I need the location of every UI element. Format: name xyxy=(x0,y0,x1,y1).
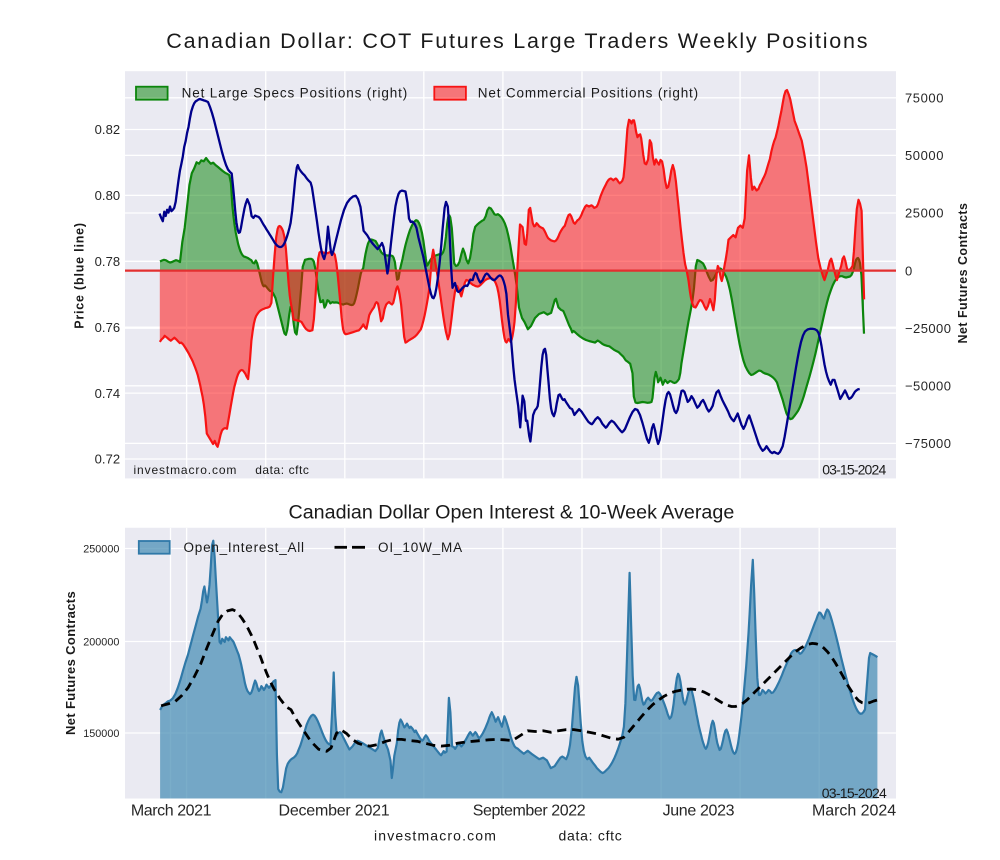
svg-text:September 2022: September 2022 xyxy=(473,803,586,820)
svg-text:March 2024: March 2024 xyxy=(812,803,896,820)
svg-text:−50000: −50000 xyxy=(905,379,951,394)
svg-text:OI_10W_MA: OI_10W_MA xyxy=(378,540,463,555)
svg-text:250000: 250000 xyxy=(83,543,119,555)
svg-text:200000: 200000 xyxy=(83,636,119,648)
svg-text:Net Commercial Positions (righ: Net Commercial Positions (right) xyxy=(478,86,699,101)
svg-text:−75000: −75000 xyxy=(905,436,951,451)
svg-text:0.82: 0.82 xyxy=(95,122,121,137)
svg-text:0.76: 0.76 xyxy=(95,320,121,335)
svg-text:investmacro.com: investmacro.com xyxy=(134,463,238,477)
svg-text:03-15-2024: 03-15-2024 xyxy=(822,785,887,801)
svg-text:0: 0 xyxy=(905,263,912,278)
svg-text:25000: 25000 xyxy=(905,206,944,221)
svg-text:Canadian Dollar Open Interest: Canadian Dollar Open Interest & 10-Week … xyxy=(289,502,735,524)
svg-text:investmacro.com: investmacro.com xyxy=(374,828,497,844)
svg-text:50000: 50000 xyxy=(905,148,944,163)
svg-text:data: cftc: data: cftc xyxy=(559,828,623,844)
svg-text:−25000: −25000 xyxy=(905,321,951,336)
svg-text:data: cftc: data: cftc xyxy=(255,463,309,477)
svg-text:150000: 150000 xyxy=(83,728,119,740)
svg-text:December 2021: December 2021 xyxy=(279,803,390,820)
svg-text:Price (blue line): Price (blue line) xyxy=(73,222,87,329)
svg-text:Canadian Dollar: COT Futures L: Canadian Dollar: COT Futures Large Trade… xyxy=(166,29,869,53)
svg-text:Open_Interest_All: Open_Interest_All xyxy=(184,540,305,555)
svg-text:75000: 75000 xyxy=(905,91,944,106)
svg-text:Net Large Specs Positions (rig: Net Large Specs Positions (right) xyxy=(182,86,408,101)
svg-text:0.80: 0.80 xyxy=(95,188,121,203)
svg-text:0.74: 0.74 xyxy=(95,386,121,401)
svg-text:Net Futures Contracts: Net Futures Contracts xyxy=(63,591,78,735)
svg-text:0.78: 0.78 xyxy=(95,254,121,269)
svg-text:03-15-2024: 03-15-2024 xyxy=(822,462,886,478)
svg-text:Net Futures Contracts: Net Futures Contracts xyxy=(956,203,970,344)
svg-text:June 2023: June 2023 xyxy=(663,803,735,820)
svg-text:March 2021: March 2021 xyxy=(131,803,212,820)
svg-text:0.72: 0.72 xyxy=(95,452,121,467)
